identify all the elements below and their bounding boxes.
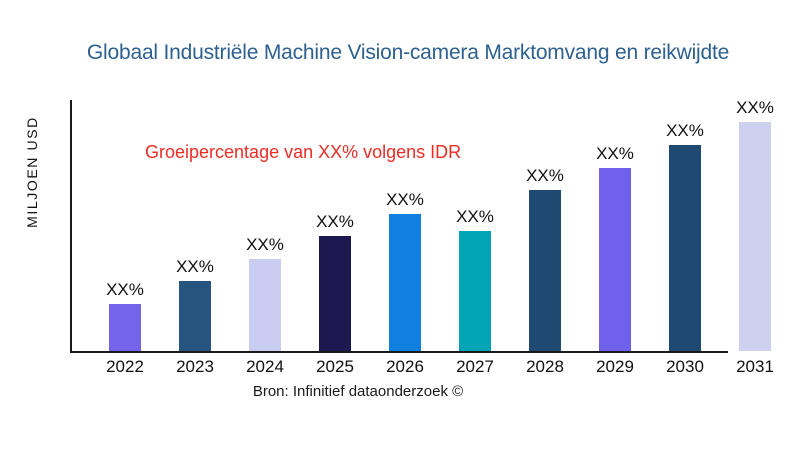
x-tick-label-2027: 2027 (456, 357, 494, 376)
bar-2031 (739, 122, 771, 351)
bar-group-2028: XX% (510, 167, 580, 351)
bar-group-2025: XX% (300, 213, 370, 351)
bar-value-label-2024: XX% (246, 235, 284, 254)
bar-group-2031: XX% (720, 99, 790, 351)
bar-value-label-2029: XX% (596, 144, 634, 163)
x-tick-label-2031: 2031 (736, 357, 774, 376)
bar-2030 (669, 145, 701, 351)
x-tick-label-2026: 2026 (386, 357, 424, 376)
bar-value-label-2023: XX% (176, 257, 214, 276)
bar-group-2029: XX% (580, 145, 650, 351)
bar-group-2024: XX% (230, 236, 300, 351)
x-axis-line (70, 351, 728, 353)
bar-2028 (529, 190, 561, 351)
bar-2025 (319, 236, 351, 351)
bar-2026 (389, 214, 421, 351)
x-tick-label-2023: 2023 (176, 357, 214, 376)
x-tick-label-2025: 2025 (316, 357, 354, 376)
x-tick-label-2022: 2022 (106, 357, 144, 376)
bar-value-label-2030: XX% (666, 121, 704, 140)
bar-group-2026: XX% (370, 191, 440, 351)
bar-value-label-2028: XX% (526, 166, 564, 185)
y-axis-line (70, 100, 72, 353)
bar-group-2027: XX% (440, 208, 510, 351)
x-tick-label-2030: 2030 (666, 357, 704, 376)
bar-value-label-2031: XX% (736, 98, 774, 117)
bar-value-label-2022: XX% (106, 280, 144, 299)
x-tick-label-2028: 2028 (526, 357, 564, 376)
x-tick-label-2024: 2024 (246, 357, 284, 376)
bar-group-2030: XX% (650, 122, 720, 351)
source-text: Bron: Infinitief dataonderzoek © (252, 383, 464, 400)
growth-annotation: Groeipercentage van XX% volgens IDR (145, 142, 462, 162)
bar-group-2022: XX% (90, 281, 160, 351)
bar-value-label-2025: XX% (316, 212, 354, 231)
bar-2029 (599, 168, 631, 351)
bar-group-2023: XX% (160, 258, 230, 351)
bar-2024 (249, 259, 281, 351)
x-tick-label-2029: 2029 (596, 357, 634, 376)
y-axis-label: MILJOEN USD (24, 116, 40, 228)
bar-value-label-2026: XX% (386, 190, 424, 209)
bar-2022 (109, 304, 141, 351)
bar-2027 (459, 231, 491, 351)
bar-2023 (179, 281, 211, 351)
bar-value-label-2027: XX% (456, 207, 494, 226)
page-title: Globaal Industriële Machine Vision-camer… (86, 41, 730, 64)
